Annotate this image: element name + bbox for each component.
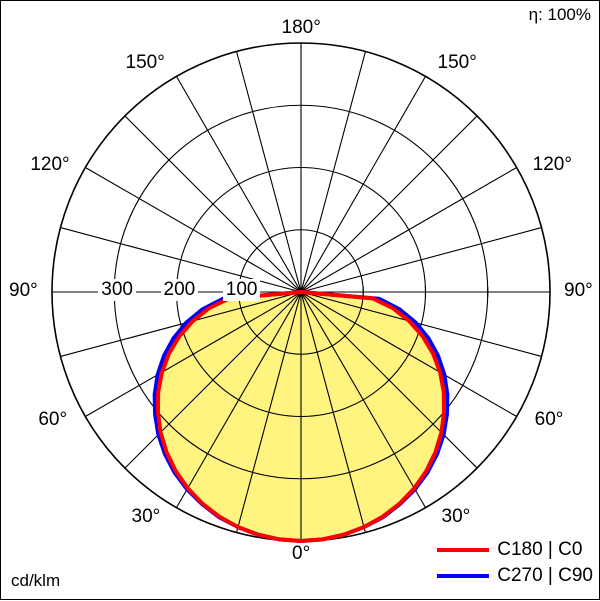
angle-tick-label-120-right: 120° — [532, 153, 572, 175]
angle-tick-label-150-right: 150° — [437, 52, 477, 74]
angle-tick-label-30-right: 30° — [441, 505, 471, 527]
radial-tick-label-100: 100 — [222, 279, 261, 301]
angle-tick-label-180-right: 180° — [281, 17, 321, 38]
radial-tick-label-300: 300 — [98, 279, 136, 301]
angle-tick-label-60-right: 60° — [534, 408, 564, 430]
angle-tick-label-30-left: 30° — [131, 505, 161, 527]
legend-label-c180-c0: C180 | C0 — [497, 539, 583, 560]
unit-label: cd/klm — [11, 571, 61, 590]
angle-tick-label-60-left: 60° — [38, 408, 68, 430]
legend-item-c270-c90: C270 | C90 — [437, 563, 593, 589]
angle-tick-label-0-right: 0° — [292, 543, 311, 564]
legend: C180 | C0 C270 | C90 — [437, 537, 593, 589]
legend-label-c270-c90: C270 | C90 — [497, 565, 593, 586]
distribution-curves — [152, 290, 450, 543]
angle-tick-label-120-left: 120° — [30, 153, 70, 175]
legend-swatch-c270-c90 — [437, 574, 490, 578]
legend-item-c180-c0: C180 | C0 — [437, 537, 593, 563]
angle-tick-label-90-right: 90° — [564, 280, 593, 301]
legend-swatch-c180-c0 — [437, 548, 490, 552]
radial-tick-label-200: 200 — [160, 279, 199, 301]
angle-tick-label-90-left: 90° — [9, 280, 38, 301]
angle-tick-label-150-left: 150° — [125, 52, 165, 74]
efficiency-label: η: 100% — [528, 5, 591, 24]
